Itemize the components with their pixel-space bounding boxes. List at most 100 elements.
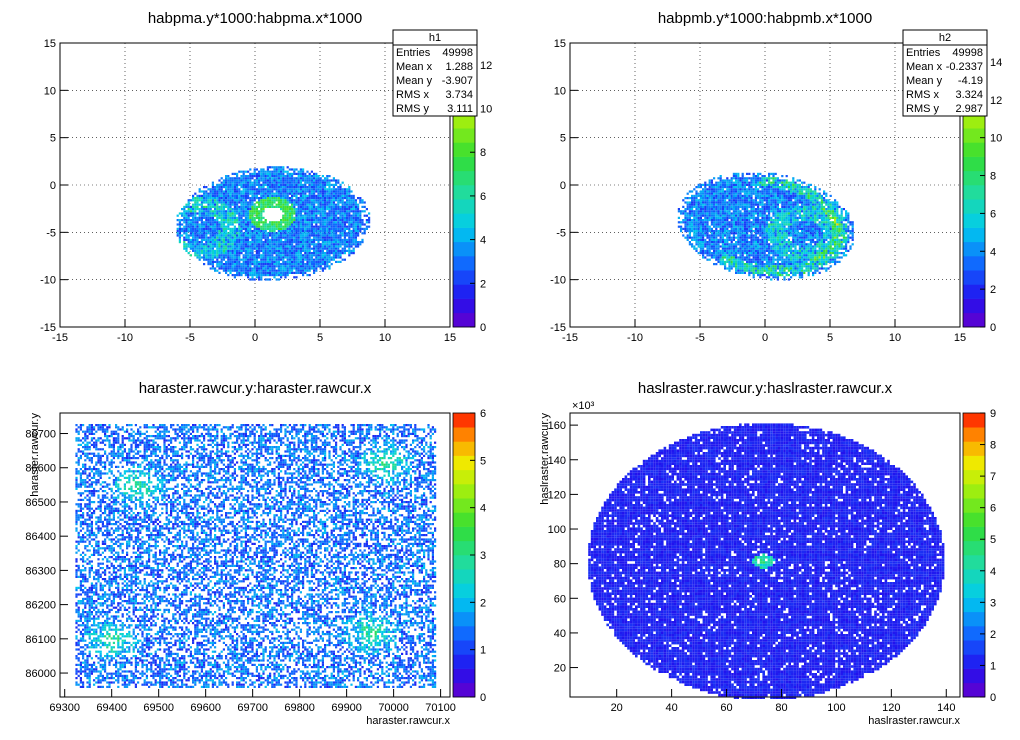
stats-label: Mean y bbox=[396, 75, 433, 87]
x-tick-label: 10 bbox=[379, 332, 391, 344]
x-tick-label: 69900 bbox=[331, 702, 362, 714]
x-tick-label: -15 bbox=[562, 332, 578, 344]
z-tick-label: 3 bbox=[990, 597, 996, 609]
pad-haslraster: haslraster.rawcur.y:haslraster.rawcur.x 2… bbox=[510, 370, 1020, 740]
z-tick-label: 0 bbox=[990, 692, 996, 704]
stats-value: 2.987 bbox=[955, 103, 983, 115]
stats-value: 49998 bbox=[952, 47, 983, 59]
z-tick-label: 6 bbox=[480, 408, 486, 420]
z-tick-label: 4 bbox=[480, 503, 486, 515]
palette-swatch bbox=[963, 413, 985, 428]
y-tick-label: 140 bbox=[548, 455, 566, 467]
y-tick-label: 86500 bbox=[25, 497, 56, 509]
palette-swatch bbox=[453, 284, 475, 299]
palette-swatch bbox=[963, 312, 985, 328]
x-tick-label: 10 bbox=[889, 332, 901, 344]
palette-swatch bbox=[453, 413, 475, 428]
palette-swatch bbox=[453, 626, 475, 641]
palette-swatch bbox=[453, 199, 475, 214]
stats-value: 49998 bbox=[442, 47, 473, 59]
heatmap-cells bbox=[75, 424, 437, 688]
palette-swatch bbox=[453, 128, 475, 143]
stats-label: Entries bbox=[906, 47, 941, 59]
palette-swatch bbox=[453, 484, 475, 499]
chart-title: haslraster.rawcur.y:haslraster.rawcur.x bbox=[638, 380, 893, 397]
palette-swatch bbox=[963, 241, 985, 257]
palette-swatch bbox=[963, 256, 985, 271]
y-tick-label: 86700 bbox=[25, 429, 56, 441]
palette-swatch bbox=[453, 455, 475, 471]
stats-value: 1.288 bbox=[445, 61, 473, 73]
palette-swatch bbox=[453, 427, 475, 442]
y-tick-label: 86200 bbox=[25, 600, 56, 612]
heatmap-cells bbox=[588, 423, 945, 699]
plot-frame bbox=[59, 412, 451, 698]
z-tick-label: 10 bbox=[990, 133, 1002, 145]
palette-swatch bbox=[963, 227, 985, 243]
x-tick-label: 0 bbox=[252, 332, 258, 344]
y-tick-label: 86100 bbox=[25, 634, 56, 646]
stats-label: RMS x bbox=[396, 89, 430, 101]
y-tick-label: 40 bbox=[554, 628, 566, 640]
palette-swatch bbox=[963, 654, 985, 669]
z-tick-label: 8 bbox=[990, 440, 996, 452]
palette-swatch bbox=[453, 555, 475, 570]
plot-frame bbox=[569, 412, 961, 698]
y-axis-label: haraster.rawcur.y bbox=[29, 413, 41, 497]
x-tick-label: -15 bbox=[52, 332, 68, 344]
heatmap-cells bbox=[176, 166, 371, 281]
x-tick-label: 5 bbox=[827, 332, 833, 344]
y-tick-label: 120 bbox=[548, 489, 566, 501]
palette-swatch bbox=[963, 156, 985, 172]
x-tick-label: -10 bbox=[627, 332, 643, 344]
z-tick-label: 8 bbox=[480, 147, 486, 159]
y-tick-label: 60 bbox=[554, 593, 566, 605]
x-axis-label: haslraster.rawcur.x bbox=[868, 715, 960, 727]
palette-swatch bbox=[963, 682, 985, 698]
pad-habpmb: habpmb.y*1000:habpmb.x*1000 -15 -10 -5 0 5 10 1… bbox=[510, 0, 1020, 370]
y-tick-label: 5 bbox=[560, 133, 566, 145]
x-tick-label: 5 bbox=[317, 332, 323, 344]
palette-swatch bbox=[963, 611, 985, 627]
x-tick-label: 140 bbox=[937, 702, 955, 714]
palette-swatch bbox=[963, 284, 985, 299]
y-tick-label: -10 bbox=[550, 275, 566, 287]
palette-swatch bbox=[963, 455, 985, 471]
x-tick-label: 69800 bbox=[284, 702, 315, 714]
palette-swatch bbox=[963, 498, 985, 513]
palette-swatch bbox=[453, 270, 475, 285]
x-tick-label: -5 bbox=[695, 332, 705, 344]
y-tick-label: -15 bbox=[550, 322, 566, 334]
y-tick-label: 20 bbox=[554, 663, 566, 675]
chart-title: habpmb.y*1000:habpmb.x*1000 bbox=[658, 10, 872, 27]
y-tick-label: 86600 bbox=[25, 463, 56, 475]
stats-label: Mean y bbox=[906, 75, 943, 87]
palette-swatch bbox=[963, 441, 985, 456]
pad-habpma: habpma.y*1000:habpma.x*1000 -15 -10 -5 0 5 10 1… bbox=[0, 0, 510, 370]
palette-swatch bbox=[453, 512, 475, 527]
palette-swatch bbox=[453, 441, 475, 456]
palette-swatch bbox=[963, 270, 985, 285]
palette-swatch bbox=[453, 668, 475, 684]
palette-swatch bbox=[963, 128, 985, 143]
y-tick-label: 80 bbox=[554, 559, 566, 571]
z-tick-label: 0 bbox=[480, 322, 486, 334]
palette-swatch bbox=[963, 540, 985, 556]
z-tick-label: 1 bbox=[480, 645, 486, 657]
x-tick-label: 69600 bbox=[190, 702, 221, 714]
y-tick-label: 100 bbox=[548, 524, 566, 536]
y-tick-label: 5 bbox=[50, 133, 56, 145]
x-tick-label: 80 bbox=[775, 702, 787, 714]
x-tick-label: 70100 bbox=[425, 702, 456, 714]
y-exponent-label: ×10³ bbox=[572, 400, 595, 412]
z-tick-label: 3 bbox=[480, 550, 486, 562]
chart-svg: habpmb.y*1000:habpmb.x*1000 -15 -10 -5 0 5 10 1… bbox=[550, 10, 1002, 344]
x-tick-label: 0 bbox=[762, 332, 768, 344]
palette-swatch bbox=[963, 484, 985, 499]
palette-swatch bbox=[453, 682, 475, 698]
y-tick-label: 160 bbox=[548, 420, 566, 432]
palette-swatch bbox=[453, 156, 475, 172]
heatmap-cells bbox=[677, 172, 854, 281]
y-tick-label: 0 bbox=[50, 180, 56, 192]
